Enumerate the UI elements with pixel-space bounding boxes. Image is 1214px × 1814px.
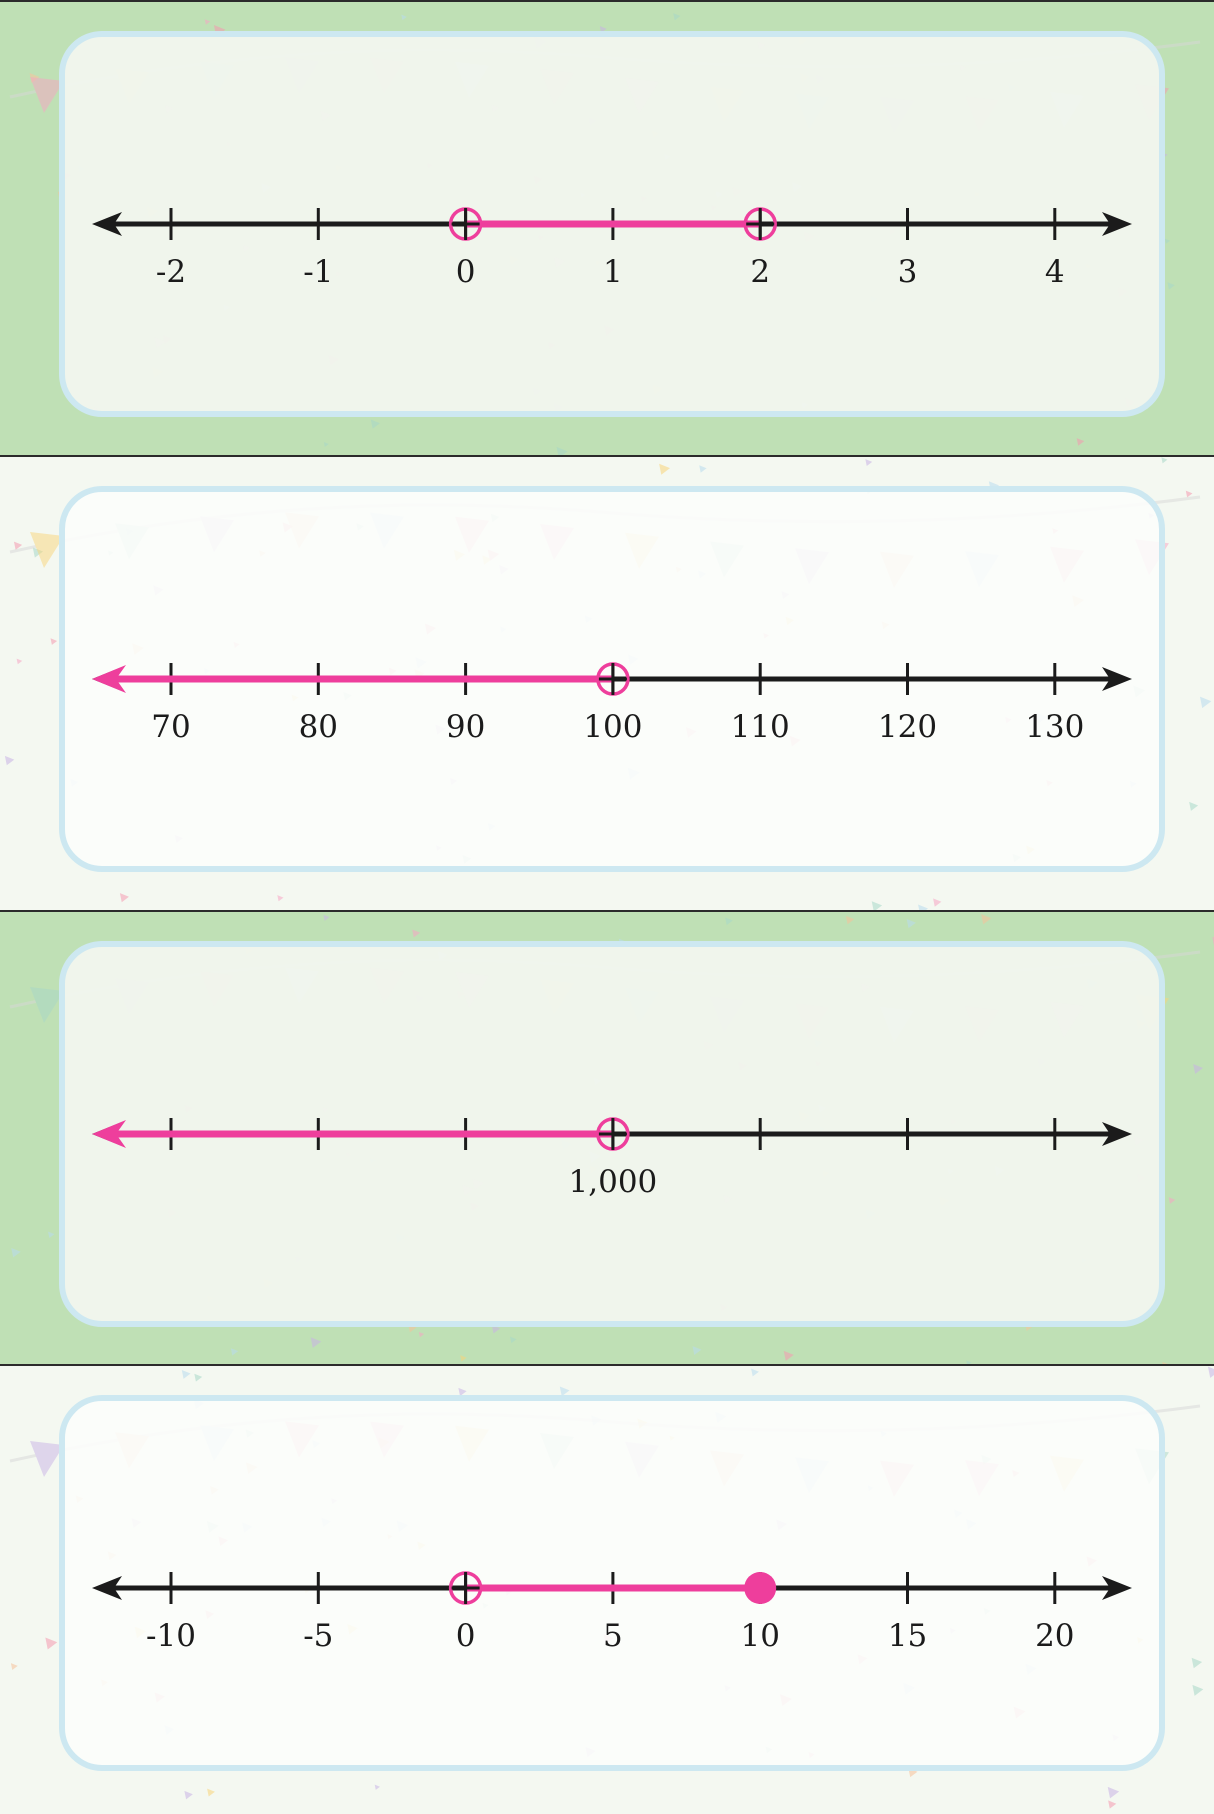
tick-label: 10 [740, 1618, 779, 1654]
right-arrowhead [1102, 212, 1132, 236]
number-line-card-3: 1,000 [0, 910, 1214, 1370]
right-arrowhead [1102, 1122, 1132, 1146]
tick-label: 120 [878, 709, 937, 745]
number-line-3: 1,000 [0, 912, 1214, 1370]
number-line-2: 70 80 90 100 110 120 130 [0, 457, 1214, 915]
number-line-card-1: -2 -1 0 1 2 3 4 [0, 0, 1214, 460]
tick-label: 4 [1045, 254, 1065, 290]
right-arrowhead [1102, 667, 1132, 691]
solution-ray-arrowhead [92, 1120, 126, 1148]
tick-label: -5 [303, 1618, 333, 1654]
tick-label: 0 [456, 1618, 476, 1654]
tick-label: 90 [446, 709, 485, 745]
tick-label: 110 [731, 709, 790, 745]
number-line-4: -10 -5 0 5 10 15 20 [0, 1366, 1214, 1814]
closed-circle-endpoint [744, 1572, 777, 1604]
tick-label: 100 [583, 709, 642, 745]
tick-label: 2 [750, 254, 770, 290]
tick-label: -1 [303, 254, 333, 290]
tick-label: 3 [898, 254, 918, 290]
solution-ray-arrowhead [92, 665, 126, 693]
tick-label: -10 [146, 1618, 196, 1654]
tick-label: 130 [1025, 709, 1084, 745]
tick-label: 80 [299, 709, 338, 745]
tick-label: 15 [888, 1618, 927, 1654]
left-arrowhead [92, 1576, 122, 1600]
tick-label: -2 [156, 254, 186, 290]
number-line-1: -2 -1 0 1 2 3 4 [0, 2, 1214, 460]
number-line-card-2: 70 80 90 100 110 120 130 [0, 455, 1214, 915]
number-line-card-4: -10 -5 0 5 10 15 20 [0, 1364, 1214, 1814]
right-arrowhead [1102, 1576, 1132, 1600]
tick-label: 20 [1035, 1618, 1074, 1654]
tick-label: 1,000 [569, 1164, 658, 1200]
tick-label: 70 [151, 709, 190, 745]
tick-label: 5 [603, 1618, 623, 1654]
left-arrowhead [92, 212, 122, 236]
tick-label: 0 [456, 254, 476, 290]
tick-label: 1 [603, 254, 623, 290]
